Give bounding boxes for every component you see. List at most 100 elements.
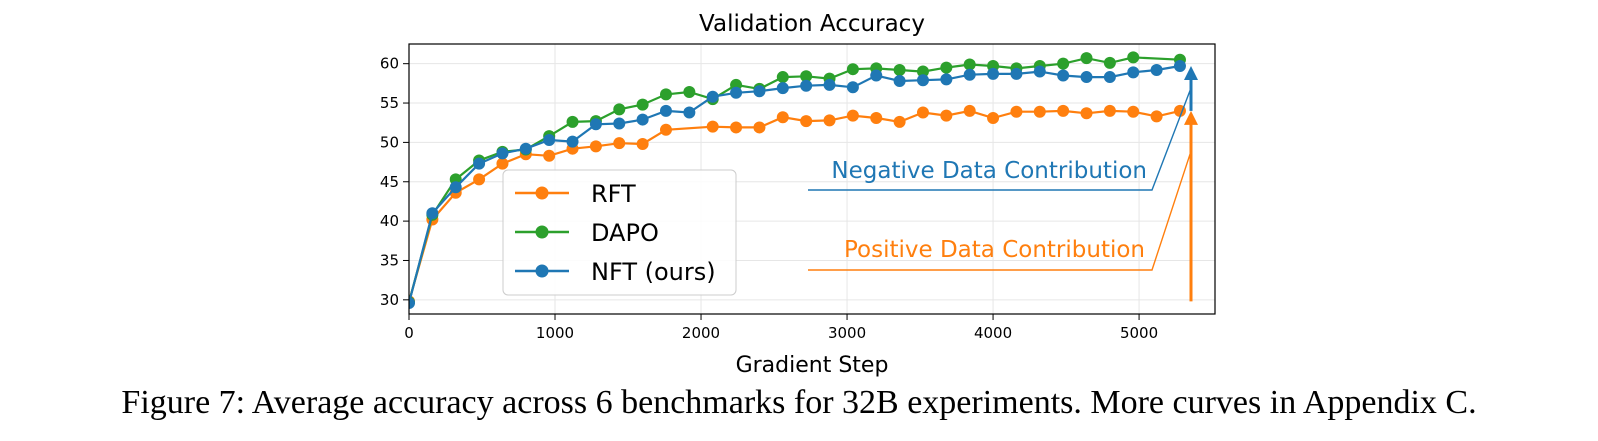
negative-contribution-label: Negative Data Contribution	[831, 158, 1147, 184]
x-tick-label: 0	[404, 324, 414, 342]
data-point-nft-ours	[940, 73, 953, 86]
data-point-rft	[987, 111, 1000, 124]
data-point-dapo	[800, 70, 813, 83]
data-point-dapo	[1080, 52, 1093, 65]
data-point-nft-ours	[893, 74, 906, 87]
data-point-rft	[636, 137, 649, 150]
data-point-nft-ours	[589, 118, 602, 131]
data-point-dapo	[916, 65, 929, 78]
data-point-rft	[496, 157, 509, 170]
annotations: Negative Data Contribution Positive Data…	[808, 66, 1198, 302]
y-tick-label: 35	[380, 251, 399, 269]
data-point-nft-ours	[800, 79, 813, 92]
data-point-nft-ours	[426, 207, 439, 220]
y-tick-label: 55	[380, 94, 399, 112]
data-point-dapo	[1103, 56, 1116, 69]
data-point-nft-ours	[566, 135, 579, 148]
legend-label: RFT	[591, 180, 636, 208]
data-point-rft	[589, 140, 602, 153]
data-point-rft	[1103, 104, 1116, 117]
data-point-rft	[846, 109, 859, 122]
data-point-rft	[963, 104, 976, 117]
data-point-rft	[1150, 110, 1163, 123]
data-point-rft	[800, 115, 813, 128]
data-point-rft	[706, 120, 719, 133]
x-tick-label: 2000	[682, 324, 720, 342]
positive-arrow-head	[1184, 110, 1198, 125]
negative-arrow-head	[1184, 66, 1198, 81]
chart-title: Validation Accuracy	[699, 11, 925, 37]
legend-marker	[535, 264, 549, 278]
data-point-nft-ours	[823, 78, 836, 91]
data-point-nft-ours	[1127, 66, 1140, 79]
data-point-nft-ours	[776, 82, 789, 95]
data-point-nft-ours	[496, 147, 509, 160]
data-point-rft	[893, 115, 906, 128]
positive-leader-line	[808, 150, 1192, 271]
legend-marker	[535, 186, 549, 200]
positive-contribution-label: Positive Data Contribution	[844, 237, 1145, 263]
data-point-nft-ours	[706, 90, 719, 103]
legend-entry: DAPO	[515, 219, 659, 247]
data-point-rft	[1080, 107, 1093, 120]
legend-label: NFT (ours)	[591, 258, 716, 286]
legend-label: DAPO	[591, 219, 659, 247]
legend-entry: NFT (ours)	[515, 258, 716, 286]
data-point-nft-ours	[519, 142, 532, 155]
data-point-nft-ours	[1150, 63, 1163, 76]
data-point-nft-ours	[473, 157, 486, 170]
data-point-rft	[940, 109, 953, 122]
axes: 0 1000 2000 3000 4000 5000 30 35 40 45 50 55 60	[380, 43, 1216, 342]
x-tick-label: 5000	[1120, 324, 1158, 342]
data-point-nft-ours	[987, 67, 1000, 80]
y-tick-label: 60	[380, 55, 399, 73]
data-point-dapo	[940, 61, 953, 74]
data-point-nft-ours	[543, 134, 556, 147]
data-point-nft-ours	[1033, 65, 1046, 78]
data-point-dapo	[1057, 57, 1070, 70]
x-tick-label: 4000	[974, 324, 1012, 342]
data-point-nft-ours	[659, 104, 672, 117]
data-point-nft-ours	[1057, 69, 1070, 82]
y-tick-label: 30	[380, 291, 399, 309]
data-point-dapo	[566, 115, 579, 128]
data-point-rft	[543, 149, 556, 162]
data-point-dapo	[659, 88, 672, 101]
data-point-nft-ours	[730, 86, 743, 99]
data-point-dapo	[963, 58, 976, 71]
data-point-dapo	[636, 98, 649, 111]
data-point-rft	[730, 121, 743, 134]
data-point-nft-ours	[1010, 67, 1023, 80]
y-tick-label: 40	[380, 212, 399, 230]
series-line-nft-ours	[409, 64, 1181, 304]
x-tick-label: 1000	[536, 324, 574, 342]
figure-caption: Figure 7: Average accuracy across 6 benc…	[121, 384, 1477, 421]
data-point-nft-ours	[916, 74, 929, 87]
data-point-nft-ours	[1173, 60, 1186, 73]
data-point-rft	[1010, 105, 1023, 118]
data-point-dapo	[776, 71, 789, 84]
data-point-nft-ours	[449, 181, 462, 194]
series-layer	[409, 51, 1186, 309]
y-tick-label: 45	[380, 173, 399, 191]
data-point-nft-ours	[963, 68, 976, 81]
data-point-rft	[776, 111, 789, 124]
data-point-nft-ours	[613, 117, 626, 130]
data-point-dapo	[683, 86, 696, 99]
data-point-nft-ours	[1080, 71, 1093, 84]
series-nft-ours	[409, 60, 1186, 309]
data-point-nft-ours	[1103, 71, 1116, 84]
data-point-rft	[473, 173, 486, 186]
data-point-rft	[1033, 105, 1046, 118]
x-tick-label: 3000	[828, 324, 866, 342]
data-point-rft	[659, 123, 672, 136]
data-point-rft	[613, 137, 626, 150]
data-point-nft-ours	[409, 296, 415, 309]
data-point-dapo	[613, 103, 626, 116]
data-point-nft-ours	[870, 69, 883, 82]
y-tick-label: 50	[380, 133, 399, 151]
negative-leader-line	[808, 87, 1192, 191]
data-point-nft-ours	[846, 81, 859, 94]
data-point-rft	[916, 106, 929, 119]
legend: RFT DAPO NFT (ours)	[502, 169, 737, 296]
